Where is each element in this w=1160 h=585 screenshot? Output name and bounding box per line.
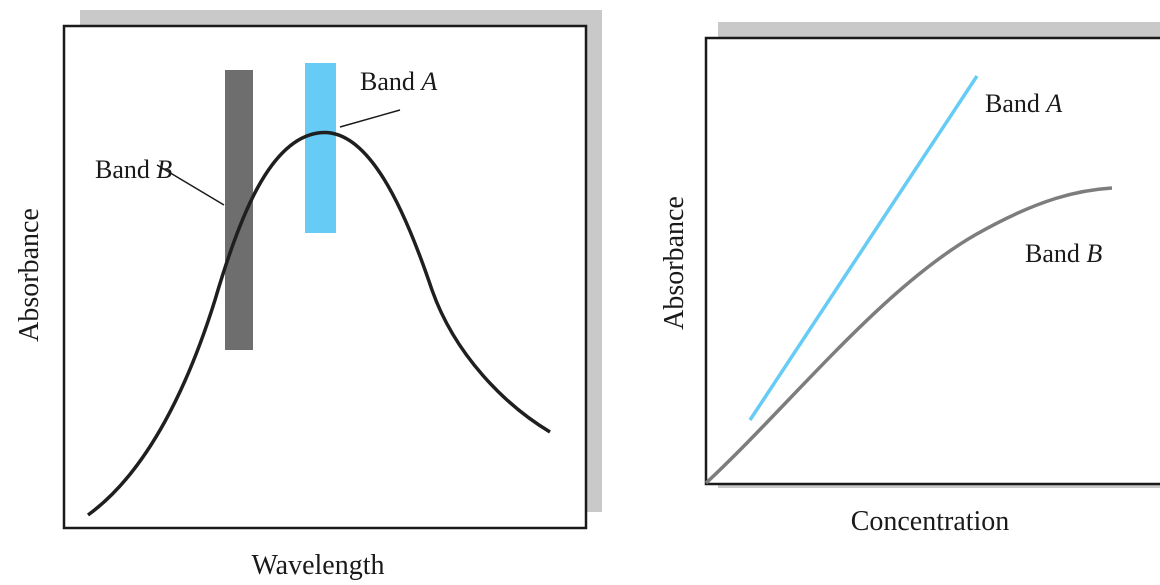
band-b-curve-label: Band B [1025, 239, 1102, 268]
x-axis-title-wavelength: Wavelength [251, 550, 384, 581]
band-a-bar [305, 63, 336, 233]
band-b-label: Band B [95, 155, 172, 184]
spectrum-chart: Band A Band B Wavelength Absorbance [14, 10, 602, 581]
band-b-bar [225, 70, 253, 350]
band-b-curve [704, 186, 1113, 485]
x-axis-title-concentration: Concentration [851, 506, 1010, 537]
band-a-leader-line [339, 109, 401, 128]
calibration-plot-frame [704, 36, 1160, 486]
y-axis-title-absorbance-right: Absorbance [659, 196, 690, 330]
spectrum-curve [86, 130, 551, 517]
calibration-chart: Band A Band B Concentration Absorbance [659, 22, 1160, 537]
band-b-leader-line [156, 164, 225, 206]
band-a-curve-label: Band A [985, 89, 1062, 118]
band-a-line [748, 75, 979, 421]
y-axis-title-absorbance-left: Absorbance [14, 208, 45, 342]
band-a-label: Band A [360, 67, 437, 96]
